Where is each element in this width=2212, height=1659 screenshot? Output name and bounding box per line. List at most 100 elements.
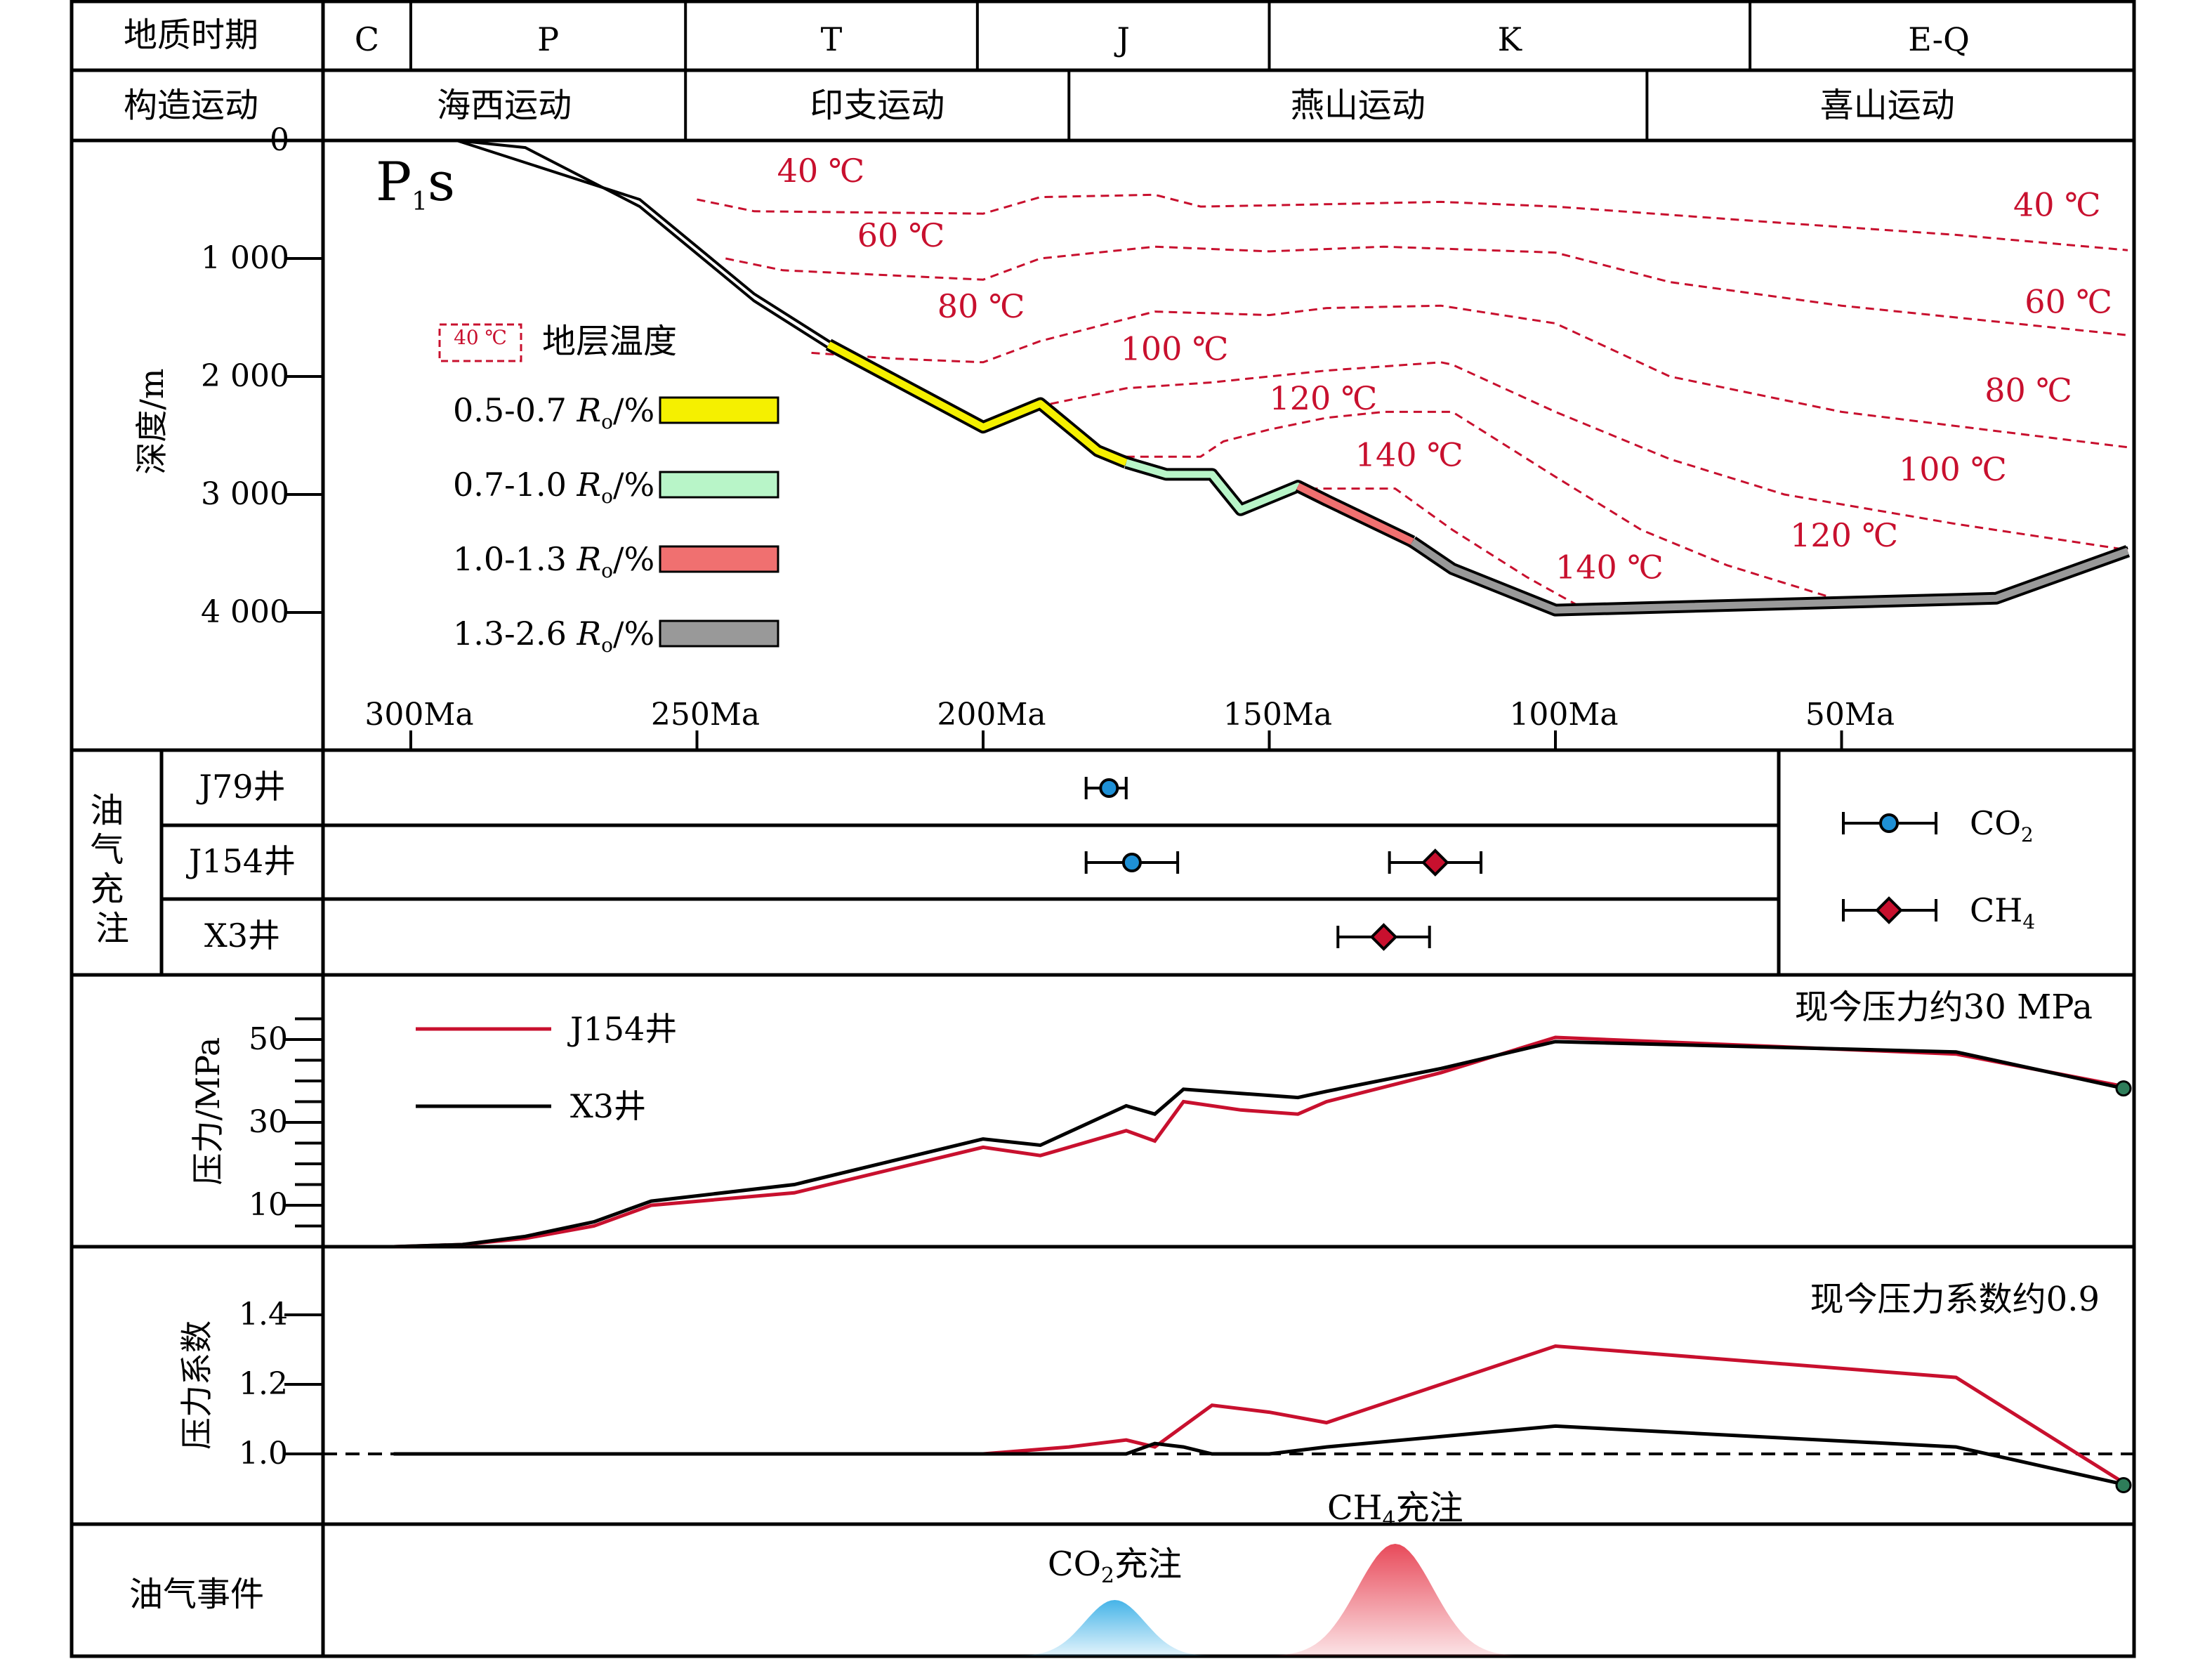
gas-legend-base: CH <box>1970 891 2022 929</box>
isotherm-label: 60 ℃ <box>2025 282 2112 320</box>
isotherm-label: 80 ℃ <box>1984 371 2072 409</box>
pressure-tick-label: 10 <box>249 1187 288 1223</box>
isotherm-140c <box>1309 487 1585 610</box>
isotherm-60c <box>725 245 2128 336</box>
ro-legend-swatch-0-5-0-7 <box>659 396 779 424</box>
charging-row-label-2: J154井 <box>186 842 296 880</box>
ro-symbol: R <box>576 466 601 504</box>
isotherm-label: 40 ℃ <box>777 152 865 190</box>
ro-subscript: o <box>601 559 613 582</box>
ro-legend-swatch-0-7-1-0 <box>659 471 779 499</box>
charging-plot: J79井 J154井 X3井 CO2 CH4 <box>186 768 2035 955</box>
event-label-part: 充注 <box>1396 1488 1463 1528</box>
period-p: P <box>537 20 559 58</box>
pressure-legend-label-1: J154井 <box>567 1010 677 1048</box>
isotherm-label: 120 ℃ <box>1790 516 1898 554</box>
maturity-outline <box>1409 536 2131 617</box>
temp-legend-swatch-text: 40 ℃ <box>454 326 507 349</box>
gas-legend-co2: CO2 <box>1970 804 2034 846</box>
ro-symbol: R <box>576 391 601 429</box>
charging-title: 油 气 充 注 <box>90 791 134 948</box>
period-e-q: E-Q <box>1908 20 1970 58</box>
ch4-marker <box>1421 848 1449 877</box>
ro-legend-label-1-0-1-3: 1.0-1.3 Ro/% <box>453 540 654 582</box>
pressure-ylabel: 压力/MPa <box>189 1037 227 1186</box>
gas-legend-base: CO <box>1970 804 2021 842</box>
depth-tick-label: 4 000 <box>201 594 289 630</box>
event-label-part: 4 <box>1383 1507 1396 1532</box>
event-label-1: CO2充注 <box>1048 1545 1182 1588</box>
ro-range: 1.3-2.6 <box>453 615 577 653</box>
ch4-marker <box>1369 923 1398 951</box>
ro-range: 1.0-1.3 <box>453 540 577 578</box>
gas-legend-ch4: CH4 <box>1970 891 2035 933</box>
coef-tick-label: 1.4 <box>239 1297 288 1332</box>
ro-unit: /% <box>613 540 654 578</box>
header-cells: C P T J K E-Q 海西运动 印支运动 燕山运动 喜山运动 <box>355 1 1970 140</box>
age-tick-label: 250Ma <box>651 697 760 733</box>
age-tick-label: 200Ma <box>937 697 1046 733</box>
tectonic-2: 印支运动 <box>810 86 944 125</box>
isotherm-label: 100 ℃ <box>1121 329 1229 367</box>
event-label-2: CH4充注 <box>1327 1488 1463 1532</box>
isotherm-label: 120 ℃ <box>1270 379 1378 417</box>
burial-ylabel: 深度/m <box>133 368 171 474</box>
maturity-outline <box>825 339 1129 468</box>
period-header-label: 地质时期 <box>124 15 258 55</box>
event-peak-1 <box>1002 1600 1227 1656</box>
ro-legend-label-0-5-0-7: 0.5-0.7 Ro/% <box>453 391 654 433</box>
coef-tick-label: 1.2 <box>239 1366 288 1402</box>
age-tick-label: 300Ma <box>364 697 473 733</box>
coef-series-2 <box>393 1424 2128 1488</box>
coef-annotation: 现今压力系数约0.9 <box>1810 1280 2100 1319</box>
coef-series-1 <box>393 1344 2129 1487</box>
events-title: 油气事件 <box>129 1575 264 1614</box>
charging-title-char-4: 注 <box>96 909 129 948</box>
charging-title-char-2: 气 <box>90 830 124 870</box>
isotherm-label: 100 ℃ <box>1899 450 2007 488</box>
ro-legend-swatch-1-3-2-6 <box>659 619 779 648</box>
ro-legend-label-0-7-1-0: 0.7-1.0 Ro/% <box>453 466 654 508</box>
ro-unit: /% <box>613 615 654 653</box>
charging-title-char-1: 油 <box>90 791 124 830</box>
coef-plot: 1.0 1.2 1.4 <box>239 1297 2134 1494</box>
temp-legend-label: 地层温度 <box>542 322 677 361</box>
period-c: C <box>355 20 379 58</box>
ro-range: 0.7-1.0 <box>453 466 577 504</box>
pressure-annotation: 现今压力约30 MPa <box>1795 988 2093 1027</box>
ro-symbol: R <box>576 540 601 578</box>
pressure-tick-label: 50 <box>249 1021 288 1057</box>
temp-legend-swatch <box>438 323 522 362</box>
isotherm-80c <box>811 304 2128 449</box>
ro-unit: /% <box>613 466 654 504</box>
age-tick-label: 150Ma <box>1223 697 1332 733</box>
tectonic-3: 燕山运动 <box>1291 86 1426 125</box>
events-plot: CO2充注 CH4充注 <box>1002 1488 1536 1656</box>
ro-subscript: o <box>601 485 613 508</box>
isotherm-label: 140 ℃ <box>1555 548 1664 586</box>
age-tick-label: 100Ma <box>1509 697 1618 733</box>
coef-ylabel: 压力系数 <box>178 1320 216 1450</box>
event-peak-2 <box>1254 1544 1536 1656</box>
period-j: J <box>1114 20 1129 58</box>
maturity-band-0-5-0-7 <box>827 341 1128 466</box>
gas-legend-sub: 4 <box>2022 910 2035 933</box>
isotherm-label: 40 ℃ <box>2013 186 2101 224</box>
depth-tick-label: 3 000 <box>201 476 289 512</box>
maturity-band-1-0-1-3 <box>1296 483 1414 545</box>
present-coef-point <box>2115 1477 2132 1494</box>
burial-title-tail: s <box>428 150 455 213</box>
event-label-part: CH <box>1327 1488 1383 1528</box>
charging-row-label-1: J79井 <box>197 768 286 806</box>
pressure-series-1 <box>393 1035 2128 1249</box>
depth-tick-label: 2 000 <box>201 358 289 394</box>
burial-title: P1s <box>376 150 455 216</box>
burial-title-sub: 1 <box>412 188 428 216</box>
pressure-legend-label-2: X3井 <box>570 1087 646 1125</box>
co2-marker <box>1099 778 1119 798</box>
ro-range: 0.5-0.7 <box>453 391 577 429</box>
ro-legend-label-1-3-2-6: 1.3-2.6 Ro/% <box>453 615 654 657</box>
ro-legend-swatch-1-0-1-3 <box>659 545 779 573</box>
